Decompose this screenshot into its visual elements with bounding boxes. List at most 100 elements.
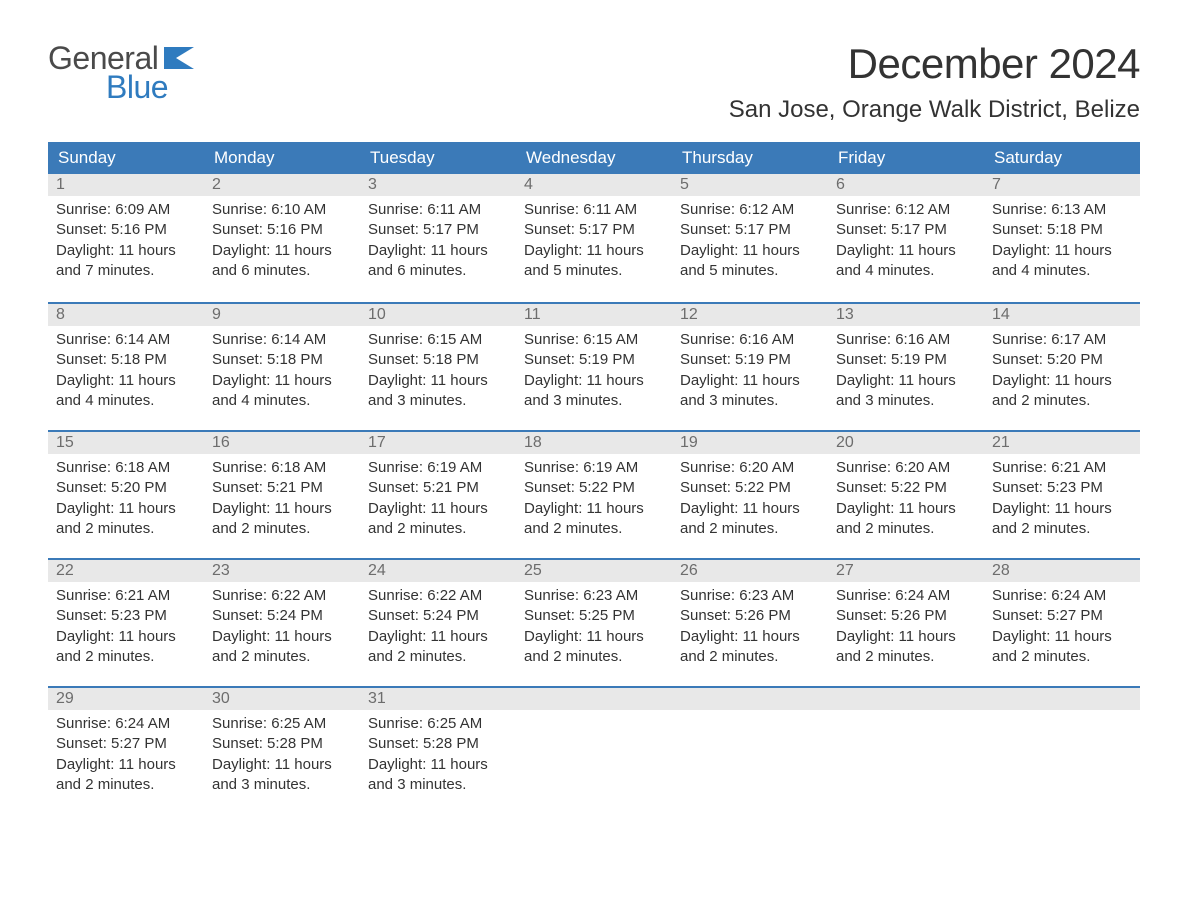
day-body: Sunrise: 6:09 AMSunset: 5:16 PMDaylight:…: [48, 196, 204, 291]
day-number: 12: [672, 304, 828, 326]
day-sunset: Sunset: 5:19 PM: [836, 350, 976, 370]
day-dl2: and 4 minutes.: [992, 261, 1132, 281]
day-dl2: and 5 minutes.: [524, 261, 664, 281]
weekday-header: Tuesday: [360, 142, 516, 174]
day-sunrise: Sunrise: 6:21 AM: [992, 458, 1132, 478]
day-dl1: Daylight: 11 hours: [680, 627, 820, 647]
month-title: December 2024: [729, 40, 1140, 88]
calendar-week: 1Sunrise: 6:09 AMSunset: 5:16 PMDaylight…: [48, 174, 1140, 302]
day-sunset: Sunset: 5:19 PM: [680, 350, 820, 370]
brand-line2: Blue: [106, 69, 194, 106]
day-body: Sunrise: 6:10 AMSunset: 5:16 PMDaylight:…: [204, 196, 360, 291]
calendar-day: 24Sunrise: 6:22 AMSunset: 5:24 PMDayligh…: [360, 560, 516, 686]
day-sunset: Sunset: 5:16 PM: [56, 220, 196, 240]
day-body: Sunrise: 6:16 AMSunset: 5:19 PMDaylight:…: [672, 326, 828, 421]
day-sunrise: Sunrise: 6:13 AM: [992, 200, 1132, 220]
day-body: Sunrise: 6:19 AMSunset: 5:21 PMDaylight:…: [360, 454, 516, 549]
calendar-day: 12Sunrise: 6:16 AMSunset: 5:19 PMDayligh…: [672, 304, 828, 430]
day-body: Sunrise: 6:18 AMSunset: 5:21 PMDaylight:…: [204, 454, 360, 549]
day-number: 30: [204, 688, 360, 710]
day-body: Sunrise: 6:14 AMSunset: 5:18 PMDaylight:…: [204, 326, 360, 421]
day-dl1: Daylight: 11 hours: [992, 371, 1132, 391]
day-body: Sunrise: 6:12 AMSunset: 5:17 PMDaylight:…: [828, 196, 984, 291]
calendar: Sunday Monday Tuesday Wednesday Thursday…: [48, 142, 1140, 814]
weekday-header: Monday: [204, 142, 360, 174]
brand-logo: General Blue: [48, 40, 194, 106]
day-dl1: Daylight: 11 hours: [212, 371, 352, 391]
day-dl1: Daylight: 11 hours: [680, 241, 820, 261]
day-body: Sunrise: 6:25 AMSunset: 5:28 PMDaylight:…: [204, 710, 360, 805]
day-dl2: and 2 minutes.: [56, 775, 196, 795]
calendar-day: 25Sunrise: 6:23 AMSunset: 5:25 PMDayligh…: [516, 560, 672, 686]
day-body: Sunrise: 6:20 AMSunset: 5:22 PMDaylight:…: [828, 454, 984, 549]
calendar-day: 22Sunrise: 6:21 AMSunset: 5:23 PMDayligh…: [48, 560, 204, 686]
day-sunrise: Sunrise: 6:21 AM: [56, 586, 196, 606]
day-dl1: Daylight: 11 hours: [212, 241, 352, 261]
day-dl2: and 2 minutes.: [992, 519, 1132, 539]
weekday-header: Wednesday: [516, 142, 672, 174]
day-body: Sunrise: 6:11 AMSunset: 5:17 PMDaylight:…: [516, 196, 672, 291]
day-sunrise: Sunrise: 6:12 AM: [680, 200, 820, 220]
calendar-day: 13Sunrise: 6:16 AMSunset: 5:19 PMDayligh…: [828, 304, 984, 430]
day-sunset: Sunset: 5:28 PM: [212, 734, 352, 754]
calendar-day: 17Sunrise: 6:19 AMSunset: 5:21 PMDayligh…: [360, 432, 516, 558]
day-number: 6: [828, 174, 984, 196]
calendar-day: 11Sunrise: 6:15 AMSunset: 5:19 PMDayligh…: [516, 304, 672, 430]
day-dl2: and 2 minutes.: [212, 519, 352, 539]
day-sunrise: Sunrise: 6:17 AM: [992, 330, 1132, 350]
day-sunset: Sunset: 5:20 PM: [56, 478, 196, 498]
calendar-day: 7Sunrise: 6:13 AMSunset: 5:18 PMDaylight…: [984, 174, 1140, 302]
day-number: 18: [516, 432, 672, 454]
day-body: Sunrise: 6:23 AMSunset: 5:25 PMDaylight:…: [516, 582, 672, 677]
day-dl2: and 2 minutes.: [680, 519, 820, 539]
calendar-day: 3Sunrise: 6:11 AMSunset: 5:17 PMDaylight…: [360, 174, 516, 302]
day-dl1: Daylight: 11 hours: [836, 371, 976, 391]
day-sunrise: Sunrise: 6:11 AM: [524, 200, 664, 220]
calendar-week: 22Sunrise: 6:21 AMSunset: 5:23 PMDayligh…: [48, 558, 1140, 686]
day-number: 4: [516, 174, 672, 196]
day-sunrise: Sunrise: 6:16 AM: [680, 330, 820, 350]
day-body: Sunrise: 6:16 AMSunset: 5:19 PMDaylight:…: [828, 326, 984, 421]
day-sunrise: Sunrise: 6:15 AM: [368, 330, 508, 350]
day-number: 28: [984, 560, 1140, 582]
day-dl1: Daylight: 11 hours: [212, 755, 352, 775]
day-dl2: and 4 minutes.: [212, 391, 352, 411]
day-number: 24: [360, 560, 516, 582]
day-dl2: and 4 minutes.: [56, 391, 196, 411]
calendar-day: [516, 688, 672, 814]
day-sunset: Sunset: 5:21 PM: [368, 478, 508, 498]
day-dl1: Daylight: 11 hours: [368, 755, 508, 775]
day-sunrise: Sunrise: 6:23 AM: [680, 586, 820, 606]
day-dl1: Daylight: 11 hours: [524, 627, 664, 647]
day-sunrise: Sunrise: 6:19 AM: [524, 458, 664, 478]
day-sunrise: Sunrise: 6:09 AM: [56, 200, 196, 220]
calendar-day: 2Sunrise: 6:10 AMSunset: 5:16 PMDaylight…: [204, 174, 360, 302]
day-body: Sunrise: 6:17 AMSunset: 5:20 PMDaylight:…: [984, 326, 1140, 421]
day-body: Sunrise: 6:15 AMSunset: 5:19 PMDaylight:…: [516, 326, 672, 421]
day-sunset: Sunset: 5:27 PM: [992, 606, 1132, 626]
calendar-day: 30Sunrise: 6:25 AMSunset: 5:28 PMDayligh…: [204, 688, 360, 814]
day-number: 25: [516, 560, 672, 582]
day-dl1: Daylight: 11 hours: [212, 499, 352, 519]
day-sunrise: Sunrise: 6:14 AM: [56, 330, 196, 350]
day-dl1: Daylight: 11 hours: [680, 499, 820, 519]
day-number: 15: [48, 432, 204, 454]
day-dl2: and 3 minutes.: [368, 391, 508, 411]
calendar-week: 8Sunrise: 6:14 AMSunset: 5:18 PMDaylight…: [48, 302, 1140, 430]
day-dl2: and 4 minutes.: [836, 261, 976, 281]
day-sunset: Sunset: 5:22 PM: [836, 478, 976, 498]
weekday-header: Thursday: [672, 142, 828, 174]
day-number: [984, 688, 1140, 710]
day-sunset: Sunset: 5:24 PM: [368, 606, 508, 626]
day-body: Sunrise: 6:13 AMSunset: 5:18 PMDaylight:…: [984, 196, 1140, 291]
day-sunrise: Sunrise: 6:25 AM: [368, 714, 508, 734]
day-dl1: Daylight: 11 hours: [368, 499, 508, 519]
day-body: Sunrise: 6:20 AMSunset: 5:22 PMDaylight:…: [672, 454, 828, 549]
day-sunset: Sunset: 5:24 PM: [212, 606, 352, 626]
day-sunrise: Sunrise: 6:10 AM: [212, 200, 352, 220]
day-number: 31: [360, 688, 516, 710]
day-dl2: and 3 minutes.: [836, 391, 976, 411]
day-dl1: Daylight: 11 hours: [56, 499, 196, 519]
day-body: Sunrise: 6:21 AMSunset: 5:23 PMDaylight:…: [984, 454, 1140, 549]
day-sunrise: Sunrise: 6:18 AM: [212, 458, 352, 478]
